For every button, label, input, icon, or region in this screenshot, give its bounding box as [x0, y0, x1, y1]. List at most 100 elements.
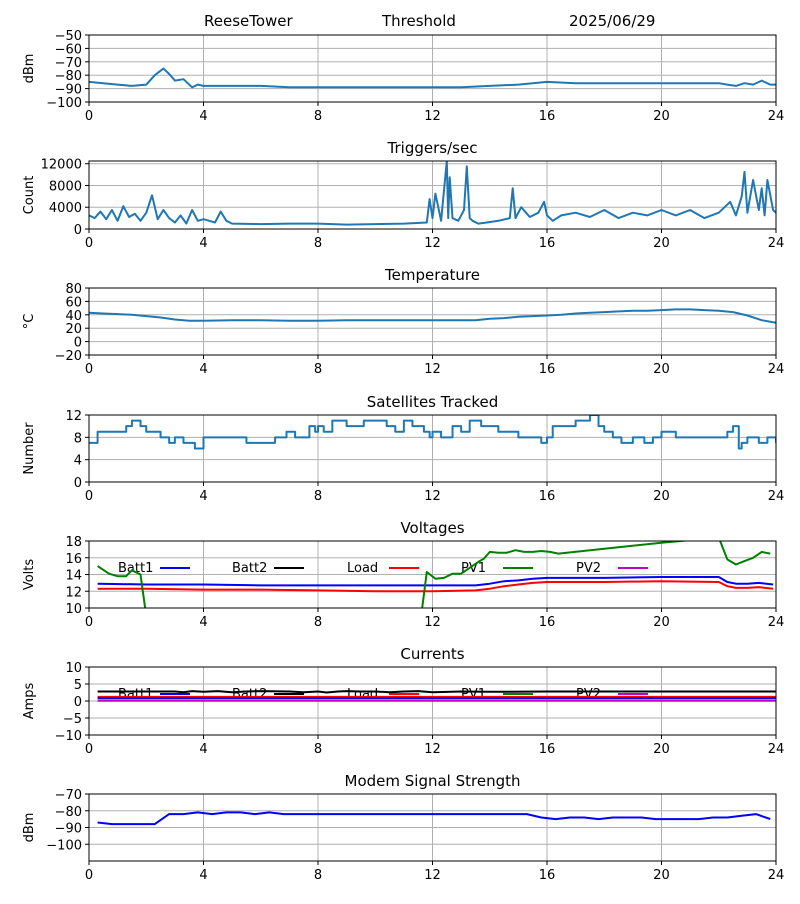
x-tick-label: 12	[424, 742, 441, 757]
y-tick-label: 10	[65, 661, 82, 676]
y-axis-label: Number	[22, 422, 37, 475]
series-line-pv1	[97, 541, 771, 608]
x-tick-label: 20	[653, 362, 670, 377]
series-line	[89, 415, 776, 450]
series-line-batt1	[97, 576, 774, 587]
x-tick-label: 20	[653, 868, 670, 883]
chart-panel-7: 0 4 8 12 16 20 24 −100−90 −80 −70 Modem Signal Str…	[22, 772, 784, 883]
x-tick-label: 20	[653, 489, 670, 504]
y-tick-label: −80	[55, 69, 82, 84]
mode-label: Threshold	[382, 12, 456, 30]
y-tick-label: 10	[65, 602, 82, 617]
legend-label: PV1	[461, 561, 486, 576]
chart-title: Satellites Tracked	[367, 393, 498, 411]
x-tick-label: 20	[653, 742, 670, 757]
x-tick-label: 16	[539, 868, 556, 883]
x-tick-label: 8	[314, 742, 322, 757]
station-name: ReeseTower	[204, 12, 293, 30]
report-date: 2025/06/29	[569, 12, 656, 30]
y-tick-label: 40	[65, 309, 82, 324]
chart-title: Modem Signal Strength	[345, 772, 521, 790]
y-tick-label: −5	[63, 712, 82, 727]
y-tick-label: 4000	[49, 201, 82, 216]
x-tick-label: 12	[424, 109, 441, 124]
y-tick-label: −80	[55, 805, 82, 820]
x-tick-label: 4	[199, 868, 207, 883]
y-tick-label: 0	[74, 476, 82, 491]
y-tick-label: 16	[65, 552, 82, 567]
y-tick-label: 14	[65, 569, 82, 584]
x-tick-label: 4	[199, 236, 207, 251]
y-tick-label: 12	[65, 585, 82, 600]
x-tick-label: 12	[424, 615, 441, 630]
series-line	[89, 161, 776, 226]
y-axis-label: °C	[22, 314, 37, 330]
y-tick-label: 8	[74, 431, 82, 446]
x-tick-label: 16	[539, 362, 556, 377]
y-tick-label: 0	[74, 336, 82, 351]
chart-title: Temperature	[384, 266, 480, 284]
legend-label: Batt2	[232, 561, 267, 576]
x-tick-label: 16	[539, 109, 556, 124]
x-tick-label: 4	[199, 742, 207, 757]
x-tick-label: 4	[199, 109, 207, 124]
x-tick-label: 0	[85, 615, 93, 630]
x-tick-label: 4	[199, 489, 207, 504]
y-tick-label: 5	[74, 678, 82, 693]
x-tick-label: 8	[314, 109, 322, 124]
series-line	[89, 67, 776, 89]
x-tick-label: 0	[85, 109, 93, 124]
y-tick-label: −20	[55, 349, 82, 364]
series-line-batt2	[97, 690, 776, 694]
chart-panel-1: 0 4 8 12 16 20 24 −100−90−80−70−60−50 dBm	[22, 29, 784, 124]
x-tick-label: 8	[314, 489, 322, 504]
x-tick-label: 8	[314, 615, 322, 630]
x-tick-label: 0	[85, 489, 93, 504]
y-tick-label: −10	[55, 729, 82, 744]
y-tick-label: 60	[65, 295, 82, 310]
y-tick-label: −100	[46, 838, 82, 853]
x-tick-label: 12	[424, 868, 441, 883]
x-tick-label: 16	[539, 489, 556, 504]
y-axis-label: dBm	[22, 54, 37, 84]
y-tick-label: 20	[65, 322, 82, 337]
y-tick-label: −50	[55, 29, 82, 44]
y-tick-label: 8000	[49, 179, 82, 194]
x-tick-label: 20	[653, 236, 670, 251]
y-axis-label: Volts	[22, 559, 37, 591]
y-axis-label: Count	[22, 176, 37, 215]
y-tick-label: 0	[74, 223, 82, 238]
series-line-load	[97, 580, 774, 593]
x-tick-label: 0	[85, 742, 93, 757]
chart-panel-4: 0 4 8 12 16 20 24 0 4 8 12 Satellites Tracked Number	[22, 393, 784, 504]
x-tick-label: 20	[653, 109, 670, 124]
x-tick-label: 0	[85, 868, 93, 883]
x-tick-label: 16	[539, 615, 556, 630]
legend-label: Load	[347, 561, 378, 576]
x-tick-label: 16	[539, 236, 556, 251]
x-tick-label: 24	[768, 362, 785, 377]
y-tick-label: 12000	[41, 158, 82, 173]
x-tick-label: 8	[314, 236, 322, 251]
series-line	[97, 811, 771, 826]
legend-label: PV2	[576, 561, 601, 576]
x-tick-label: 8	[314, 868, 322, 883]
y-tick-label: −70	[55, 56, 82, 71]
x-tick-label: 24	[768, 236, 785, 251]
x-tick-label: 4	[199, 615, 207, 630]
y-tick-label: −90	[55, 822, 82, 837]
y-tick-label: −60	[55, 42, 82, 57]
y-tick-label: −90	[55, 83, 82, 98]
x-tick-label: 16	[539, 742, 556, 757]
chart-title: Triggers/sec	[387, 139, 478, 157]
x-tick-label: 24	[768, 615, 785, 630]
x-tick-label: 24	[768, 742, 785, 757]
x-tick-label: 24	[768, 109, 785, 124]
x-tick-label: 12	[424, 489, 441, 504]
x-tick-label: 8	[314, 362, 322, 377]
x-tick-label: 20	[653, 615, 670, 630]
y-tick-label: 4	[74, 454, 82, 469]
